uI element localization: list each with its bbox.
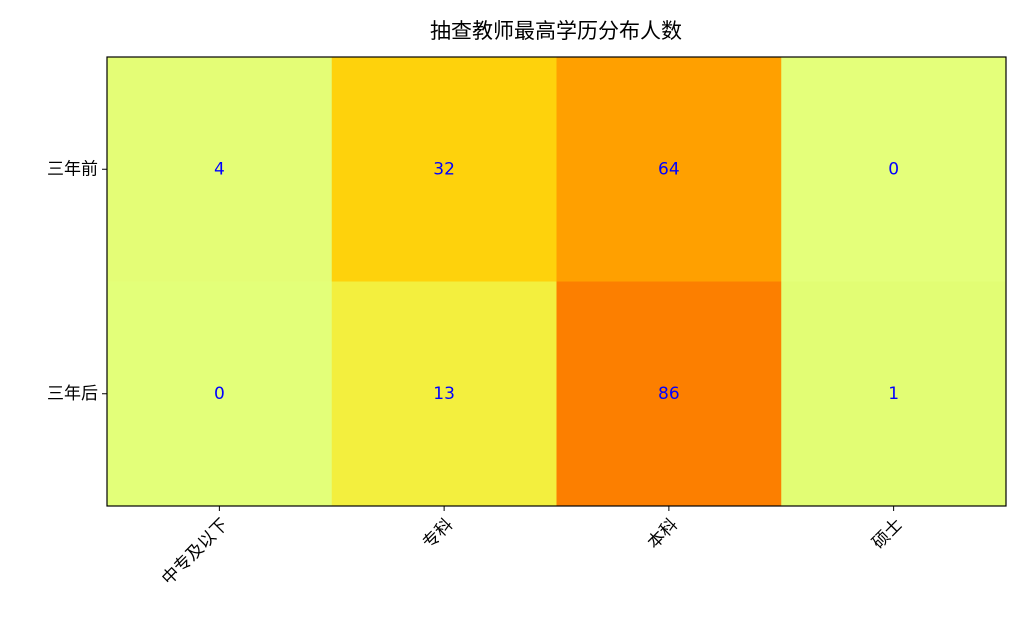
- x-tick-label: 本科: [644, 515, 682, 553]
- x-tick-label: 专科: [419, 515, 457, 553]
- heatmap-cell: [331, 281, 557, 507]
- x-tick-label: 中专及以下: [158, 515, 232, 589]
- y-tick-label: 三年前: [47, 159, 98, 179]
- heatmap-cell: [331, 57, 557, 282]
- cell-value: 4: [214, 159, 225, 179]
- cell-value: 1: [888, 384, 899, 404]
- cell-value: 0: [214, 384, 225, 404]
- cell-value: 13: [433, 384, 455, 404]
- heatmap-cell: [556, 281, 782, 507]
- heatmap-cell: [107, 281, 333, 507]
- y-tick-label: 三年后: [47, 384, 98, 404]
- cell-value: 0: [888, 159, 899, 179]
- cell-value: 86: [658, 384, 680, 404]
- cell-value: 32: [433, 159, 455, 179]
- heatmap-cell: [781, 57, 1007, 282]
- heatmap-cell: [107, 57, 333, 282]
- cell-value: 64: [658, 159, 680, 179]
- heatmap-cell: [781, 281, 1007, 507]
- axes-frame: [106, 56, 1007, 507]
- heatmap-cell: [556, 57, 782, 282]
- chart-title: 抽查教师最高学历分布人数: [430, 19, 682, 43]
- x-tick-label: 硕士: [869, 515, 907, 553]
